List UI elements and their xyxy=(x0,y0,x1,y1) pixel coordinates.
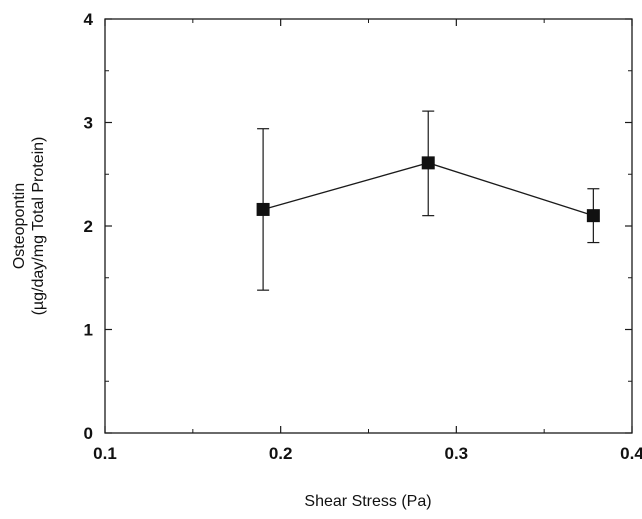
x-tick-label: 0.2 xyxy=(269,444,293,463)
minor-ticks xyxy=(105,19,632,433)
y-tick-label: 3 xyxy=(84,114,93,133)
data-point xyxy=(586,209,600,223)
major-ticks xyxy=(104,18,633,434)
data-point xyxy=(256,202,270,216)
x-axis-title: Shear Stress (Pa) xyxy=(304,493,431,510)
y-tick-label: 1 xyxy=(84,321,93,340)
y-axis-title-line2: (µg/day/mg Total Protein) xyxy=(30,137,47,316)
x-tick-label: 0.3 xyxy=(445,444,469,463)
x-tick-label: 0.1 xyxy=(93,444,117,463)
y-tick-label: 2 xyxy=(84,217,93,236)
y-axis-title-line1: Osteopontin xyxy=(11,183,28,269)
y-tick-label: 4 xyxy=(84,10,94,29)
y-tick-label: 0 xyxy=(84,424,93,443)
markers xyxy=(256,156,600,223)
plot-frame xyxy=(104,18,633,434)
y-tick-labels: 0 1 2 3 4 xyxy=(84,10,94,443)
data-point xyxy=(421,156,435,170)
x-tick-labels: 0.1 0.2 0.3 0.4 xyxy=(93,444,642,463)
x-tick-label: 0.4 xyxy=(620,444,642,463)
